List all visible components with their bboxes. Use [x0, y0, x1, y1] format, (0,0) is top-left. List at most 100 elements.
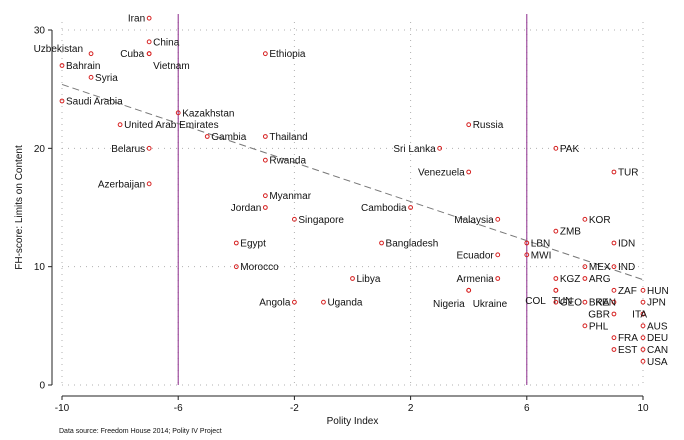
x-axis-title: Polity Index [327, 416, 379, 427]
point-label-azerbaijan: Azerbaijan [98, 179, 145, 190]
point-phl [582, 323, 588, 329]
point-label-nigeria: Nigeria [433, 299, 465, 310]
point-kgz [553, 276, 559, 281]
y-tick-label: 20 [34, 144, 46, 155]
point-label-ken: KEN [595, 298, 616, 309]
point-malaysia [495, 216, 501, 222]
point-label-morocco: Morocco [240, 262, 279, 273]
point-label-aus: AUS [647, 321, 668, 332]
point-label-kgz: KGZ [560, 274, 581, 285]
point-label-china: China [153, 37, 180, 48]
point-uzbekistan [88, 51, 94, 57]
point-tur [611, 169, 617, 175]
point-ecuador [495, 252, 501, 258]
grid-layer [61, 22, 644, 386]
point-label-myanmar: Myanmar [269, 191, 311, 202]
point-geo [553, 299, 559, 305]
data-points: Iran China Uzbekistan Cuba Vietnam Ethiopia Ba… [34, 14, 669, 368]
point-label-ukraine: Ukraine [473, 299, 508, 310]
point-arg [582, 276, 588, 281]
point-kazakhstan [175, 110, 181, 116]
point-gambia [204, 134, 210, 139]
point-united-arab-emirates [117, 122, 123, 128]
point-pak [553, 145, 559, 151]
point-ind [611, 264, 617, 270]
x-tick-label: -10 [55, 403, 70, 414]
point-label-usa: USA [647, 357, 668, 368]
point-label-zaf: ZAF [618, 286, 637, 297]
point-morocco [233, 264, 239, 270]
point-label-bangladesh: Bangladesh [386, 239, 439, 250]
point-ita [640, 311, 646, 317]
point-label-gbr: GBR [588, 310, 610, 321]
point-label-sri-lanka: Sri Lanka [393, 144, 436, 155]
point-label-thailand: Thailand [269, 132, 307, 143]
point-tun [553, 287, 559, 293]
point-label-phl: PHL [589, 321, 609, 332]
point-bangladesh [379, 240, 384, 246]
point-zmb [553, 228, 559, 234]
point-label-uganda: Uganda [327, 298, 362, 309]
fit-line [61, 83, 644, 281]
point-label-bra: BRA [589, 298, 610, 309]
point-thailand [262, 134, 268, 139]
point-azerbaijan [146, 181, 152, 187]
point-ukraine [466, 287, 472, 293]
point-label-jpn: JPN [647, 298, 666, 309]
reference-lines [177, 14, 528, 385]
point-label-gambia: Gambia [211, 132, 246, 143]
point-ken [611, 299, 617, 305]
point-label-kor: KOR [589, 215, 611, 226]
point-label-angola: Angola [259, 298, 291, 309]
point-label-ind: IND [618, 262, 635, 273]
x-tick-label: -2 [290, 403, 299, 414]
point-syria [88, 74, 94, 80]
point-zaf [611, 287, 617, 293]
point-aus [640, 323, 646, 329]
point-label-hun: HUN [647, 286, 669, 297]
point-ethiopia [262, 51, 268, 57]
point-label-venezuela: Venezuela [418, 168, 465, 179]
point-label-geo: GEO [560, 298, 582, 309]
y-axis-title: FH-score: Limits on Content [14, 145, 25, 270]
x-tick-label: 2 [408, 403, 414, 414]
point-russia [466, 122, 472, 128]
point-idn [611, 240, 617, 246]
point-label-cuba: Cuba [120, 49, 144, 60]
point-label-idn: IDN [618, 239, 635, 250]
point-label-uzbekistan: Uzbekistan [34, 44, 83, 55]
point-label-united-arab-emirates: United Arab Emirates [124, 120, 219, 131]
point-egypt [233, 240, 239, 246]
point-label-mwi: MWI [531, 250, 552, 261]
point-label-vietnam: Vietnam [153, 61, 190, 72]
point-label-singapore: Singapore [298, 215, 344, 226]
point-label-ethiopia: Ethiopia [269, 49, 306, 60]
point-label-zmb: ZMB [560, 227, 581, 238]
point-myanmar [262, 193, 268, 199]
point-label-belarus: Belarus [111, 144, 145, 155]
point-saudi-arabia [59, 98, 65, 104]
x-tick-label: -6 [174, 403, 183, 414]
point-label-arg: ARG [589, 274, 611, 285]
point-label-pak: PAK [560, 144, 580, 155]
point-belarus [146, 145, 152, 151]
point-gbr [611, 311, 617, 317]
point-iran [146, 15, 152, 21]
axes [51, 30, 643, 397]
point-label-mex: MEX [589, 262, 611, 273]
point-label-egypt: Egypt [240, 239, 266, 250]
point-label-col: COL [525, 296, 546, 307]
point-jpn [640, 299, 646, 305]
x-tick-label: 10 [637, 403, 649, 414]
point-label-saudi-arabia: Saudi Arabia [66, 97, 123, 108]
y-tick-label: 0 [39, 381, 45, 392]
y-tick-label: 30 [34, 26, 46, 37]
point-label-deu: DEU [647, 333, 668, 344]
point-armenia [495, 276, 501, 281]
point-label-russia: Russia [473, 120, 504, 131]
point-bahrain [59, 63, 65, 68]
point-uganda [321, 299, 326, 305]
point-usa [640, 358, 646, 364]
point-label-iran: Iran [128, 14, 145, 25]
